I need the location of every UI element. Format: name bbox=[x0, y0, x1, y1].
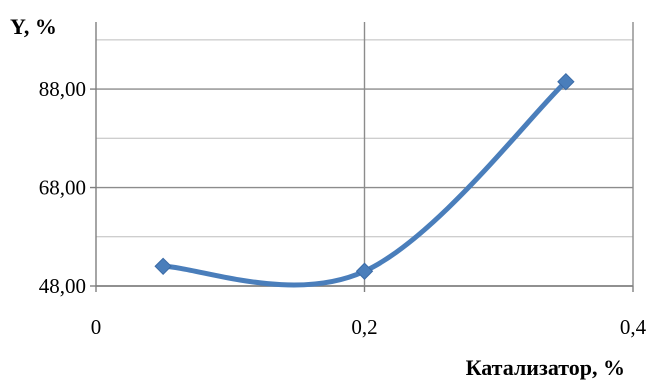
data-point-marker bbox=[557, 72, 575, 91]
x-tick-label: 0 bbox=[91, 315, 102, 339]
x-tick-label: 0,2 bbox=[351, 315, 377, 339]
data-point-marker bbox=[154, 257, 172, 276]
data-point-marker bbox=[355, 262, 374, 280]
y-tick-label: 88,00 bbox=[39, 77, 86, 101]
y-axis-title: Y, % bbox=[10, 14, 57, 39]
series-layer bbox=[154, 72, 575, 288]
grid-lines bbox=[96, 22, 634, 287]
axes bbox=[90, 22, 634, 292]
y-tick-label: 48,00 bbox=[39, 274, 86, 298]
tick-labels: 48,00 68,00 88,00 0 0,2 0,4 bbox=[39, 77, 647, 339]
y-tick-label: 68,00 bbox=[39, 176, 86, 200]
x-axis-title: Катализатор, % bbox=[466, 355, 625, 380]
x-tick-label: 0,4 bbox=[620, 315, 647, 339]
